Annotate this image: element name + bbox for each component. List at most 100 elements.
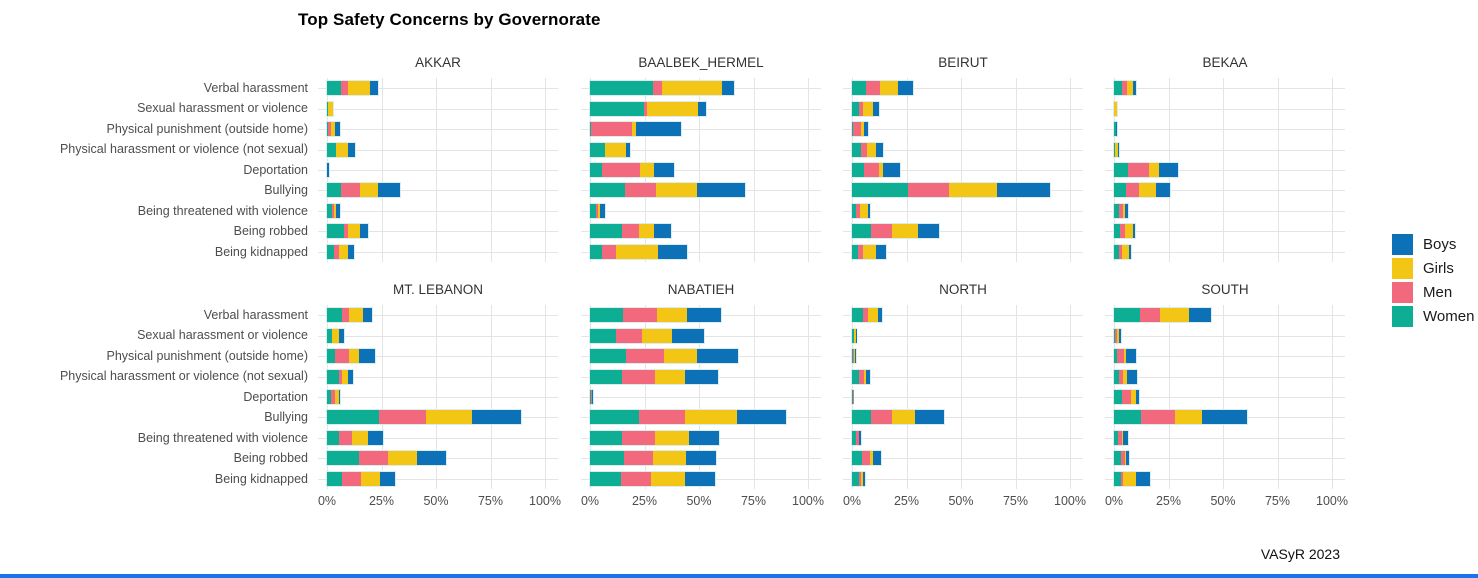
bar-segment-men (853, 122, 862, 137)
bar-segment-girls (332, 328, 339, 343)
bar-segment-girls (339, 244, 348, 259)
bar-segment-boys (636, 122, 681, 137)
bar-row (852, 390, 854, 404)
bar-segment-men (328, 122, 332, 137)
bar-row (327, 308, 373, 323)
bar-row (1114, 451, 1130, 466)
y-axis-label: Verbal harassment (203, 81, 308, 95)
bar-segment-men (1119, 224, 1125, 239)
facet-title: BEIRUT (938, 55, 988, 70)
gridline-horizontal (843, 149, 1083, 151)
gridline-horizontal (318, 170, 558, 171)
bar-row (590, 81, 735, 96)
bar-row (590, 308, 722, 323)
legend-swatch-women (1392, 306, 1413, 327)
x-axis-tick-label: 25% (368, 494, 395, 508)
gridline-horizontal (318, 335, 558, 337)
bar-row (852, 163, 900, 177)
gridline-vertical (808, 78, 809, 262)
bar-segment-boys (875, 244, 886, 259)
bar-segment-girls (654, 430, 689, 445)
bar-row (590, 430, 719, 445)
bar-segment-women (327, 451, 360, 466)
chart-title: Top Safety Concerns by Governorate (298, 10, 601, 29)
bar-segment-girls (591, 390, 593, 404)
bar-segment-women (852, 471, 859, 486)
x-axis-tick-label: 75% (477, 494, 504, 508)
bar-row (852, 430, 862, 445)
gridline-horizontal (318, 315, 558, 317)
bar-row (590, 451, 717, 466)
gridline-horizontal (1105, 129, 1345, 131)
gridline-horizontal (843, 231, 1083, 233)
gridline-horizontal (1105, 458, 1345, 460)
bar-segment-men (620, 471, 652, 486)
bar-segment-women (852, 81, 867, 96)
bar-segment-men (856, 203, 861, 218)
bar-segment-men (858, 471, 861, 486)
bar-segment-girls (652, 451, 687, 466)
bar-segment-boys (722, 81, 735, 96)
gridline-horizontal (843, 129, 1083, 131)
bar-row (1114, 101, 1118, 116)
bar-segment-women (590, 244, 602, 259)
bar-segment-women (327, 203, 332, 218)
gridline-vertical (1168, 305, 1170, 489)
y-axis-label: Physical punishment (outside home) (106, 348, 309, 363)
gridline-horizontal (318, 210, 558, 212)
bar-segment-women (852, 328, 854, 343)
gridline-vertical (436, 305, 437, 489)
gridline-horizontal (318, 251, 558, 253)
bar-segment-boys (654, 224, 672, 239)
bar-segment-men (1121, 81, 1128, 96)
bar-segment-girls (1123, 203, 1125, 218)
bar-segment-women (327, 244, 334, 259)
bar-row (1114, 122, 1118, 137)
bar-segment-boys (359, 349, 376, 364)
x-axis-tick-label: 75% (740, 494, 767, 508)
gridline-horizontal (318, 129, 558, 131)
bar-segment-girls (335, 390, 339, 404)
legend-swatch-boys (1392, 234, 1413, 255)
bar-segment-boys (1119, 328, 1121, 343)
bar-row (1114, 349, 1137, 364)
bar-segment-women (1114, 244, 1120, 259)
bar-segment-women (1114, 163, 1129, 177)
bar-segment-women (327, 390, 331, 404)
bar-segment-women (590, 142, 606, 157)
bar-row (327, 451, 446, 466)
bar-segment-women (590, 122, 591, 137)
gridline-vertical (1332, 78, 1333, 262)
gridline-vertical (545, 305, 546, 489)
x-axis-tick-label: 50% (1210, 494, 1236, 508)
bar-segment-boys (697, 183, 746, 198)
bar-row (852, 328, 857, 343)
bar-segment-men (1125, 183, 1140, 198)
bar-segment-girls (1139, 183, 1156, 198)
x-axis-tick-label: 100% (529, 494, 561, 508)
gridline-horizontal (843, 88, 1083, 90)
bar-row (590, 328, 704, 343)
bar-row (1114, 81, 1136, 96)
bar-segment-women (852, 430, 857, 445)
bar-row (327, 142, 356, 157)
bar-row (852, 451, 881, 466)
bar-row (327, 81, 378, 96)
x-axis-tick-label: 25% (1155, 494, 1182, 508)
bar-segment-women (1114, 328, 1116, 343)
bar-segment-girls (1114, 101, 1118, 116)
gridline-horizontal (843, 376, 1083, 378)
bar-segment-men (595, 203, 599, 218)
bar-segment-girls (948, 183, 998, 198)
x-axis-tick-label: 0% (317, 494, 337, 508)
facet-title: BAALBEK_HERMEL (638, 55, 764, 70)
bar-segment-men (871, 224, 893, 239)
gridline-horizontal (581, 397, 821, 398)
bar-segment-girls (331, 122, 335, 137)
bar-row (327, 349, 376, 364)
bar-segment-men (601, 244, 616, 259)
bar-segment-boys (1188, 308, 1212, 323)
bar-segment-girls (656, 308, 688, 323)
gridline-horizontal (581, 129, 821, 131)
gridline-horizontal (581, 231, 821, 233)
